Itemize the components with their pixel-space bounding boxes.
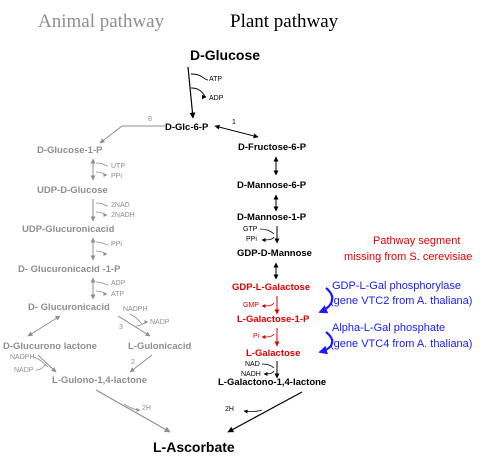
node-d-glucose-1-p: D-Glucose-1-P — [37, 145, 103, 156]
animal-2h-curve — [123, 403, 141, 412]
arrow-gulonolactone-ascorbate — [95, 389, 171, 433]
node-d-glucurono-lactone: D-Glucurono lactone — [3, 341, 97, 352]
node-l-galactose: L-Galactose — [246, 348, 300, 359]
node-l-gulonicacid: L-Gulonicacid — [128, 341, 192, 352]
cofactor-adp: ADP — [209, 95, 224, 102]
vtc4-arrow — [318, 331, 334, 355]
node-d-mannose-1-p: D-Mannose-1-P — [237, 212, 307, 223]
ppi-curve-2 — [95, 241, 109, 246]
arrow-lactone-gulonolactone — [37, 354, 57, 373]
nadp-curve — [135, 320, 149, 327]
cofactor-adp-animal: ADP — [111, 280, 126, 287]
cofactor-pi: Pi — [253, 333, 260, 340]
nad-plant-curve — [261, 363, 275, 369]
gmp-curve — [261, 302, 275, 308]
cofactor-atp-animal: ATP — [111, 291, 124, 298]
node-udp-d-glucose: UDP-D-Glucose — [37, 185, 108, 196]
cofactor-ppi-plant: PPi — [246, 236, 257, 243]
cofactor-2nad: 2NAD — [111, 202, 130, 209]
arrow-galactonolactone-ascorbate — [227, 391, 303, 433]
missing-segment-label-line2: missing from S. cerevisiae — [344, 251, 472, 263]
cofactor-nadph-left: NADPH — [10, 354, 35, 361]
nadph-curve — [129, 313, 143, 325]
cofactor-2nadh: 2NADH — [111, 212, 135, 219]
missing-segment-label-line1: Pathway segment — [373, 235, 460, 247]
nad-curve — [95, 202, 109, 207]
utp-out-curve — [95, 250, 108, 256]
cofactor-utp: UTP — [111, 163, 125, 170]
vtc4-label-line1: Alpha-L-Gal phosphate — [332, 322, 445, 334]
node-d-mannose-6-p: D-Mannose-6-P — [237, 180, 307, 191]
arrow-glucuronic-gulonic — [117, 315, 151, 337]
node-l-galactose-1-p: L-Galactose-1-P — [237, 314, 310, 325]
animal-step-2: 2 — [131, 359, 135, 366]
nadp-left-curve — [35, 363, 47, 371]
plant-step-1: 1 — [232, 119, 236, 126]
atp-input-curve — [190, 73, 209, 81]
arrow-glc6p-fructose6p — [214, 124, 259, 139]
cofactor-atp: ATP — [209, 76, 222, 83]
ppi-curve-1 — [95, 171, 108, 177]
cofactor-2h-animal: 2H — [142, 405, 151, 412]
ppi-plant-curve — [261, 236, 275, 242]
node-l-galactono-lactone: L-Galactono-1,4-lactone — [218, 377, 326, 388]
arrow-glucose-to-glc6p — [187, 66, 196, 119]
node-d-glucose: D-Glucose — [190, 47, 260, 63]
cofactor-nad-plant: NAD — [245, 361, 260, 368]
node-d-fructose-6-p: D-Fructose-6-P — [238, 142, 307, 153]
cofactor-nadp-left: NADP — [14, 367, 34, 374]
node-d-glc-6-p: D-Glc-6-P — [165, 122, 209, 133]
cofactor-gtp: GTP — [243, 226, 258, 233]
animal-step-8: 8 — [148, 116, 152, 123]
cofactor-nadph-right: NADPH — [123, 306, 148, 313]
nadh-plant-curve — [263, 370, 275, 376]
atp-curve — [95, 290, 108, 296]
utp-curve — [95, 162, 109, 167]
node-d-glucuronicacid-1-p: D- Glucuronicacid -1-P — [18, 264, 121, 275]
vtc2-arrow — [318, 287, 334, 314]
vtc2-label-line2: (gene VTC2 from A. thaliana) — [330, 295, 472, 307]
adp-output-curve — [190, 87, 207, 100]
cofactor-2h-plant: 2H — [225, 406, 234, 413]
vtc4-label-line2: (gene VTC4 from A. thaliana) — [330, 338, 472, 350]
node-udp-glucuronicacid: UDP-Glucuronicacid — [22, 224, 115, 235]
arrow-glucuronic-lactone — [27, 315, 61, 337]
nadph-left-curve — [33, 356, 49, 368]
node-l-gulono-lactone: L-Gulono-1,4-lactone — [52, 375, 147, 386]
cofactor-gmp: GMP — [243, 302, 259, 309]
arrow-glc6p-to-glucose1p — [99, 125, 123, 144]
node-gdp-l-galactose: GDP-L-Galactose — [232, 282, 310, 293]
animal-pathway-heading: Animal pathway — [38, 11, 165, 32]
gtp-curve — [259, 228, 275, 235]
cofactor-nadh-plant: NADH — [241, 371, 261, 378]
cofactor-ppi-2: PPi — [111, 241, 122, 248]
cofactor-ppi-1: PPi — [111, 173, 122, 180]
pi-curve — [261, 333, 275, 339]
nadh-curve — [95, 211, 108, 217]
cofactor-nadp-right: NADP — [150, 319, 170, 326]
node-l-ascorbate: L-Ascorbate — [153, 439, 235, 455]
arrow-gulonic-gulonolactone — [129, 354, 153, 373]
adp-curve — [95, 281, 109, 286]
animal-step-3: 3 — [119, 324, 123, 331]
node-d-glucuronicacid: D- Glucuronicacid — [28, 302, 110, 313]
plant-pathway-heading: Plant pathway — [230, 11, 339, 32]
node-gdp-d-mannose: GDP-D-Mannose — [237, 248, 312, 259]
vtc2-label-line1: GDP-L-Gal phosphorylase — [332, 280, 461, 292]
plant-2h-curve — [243, 409, 263, 414]
